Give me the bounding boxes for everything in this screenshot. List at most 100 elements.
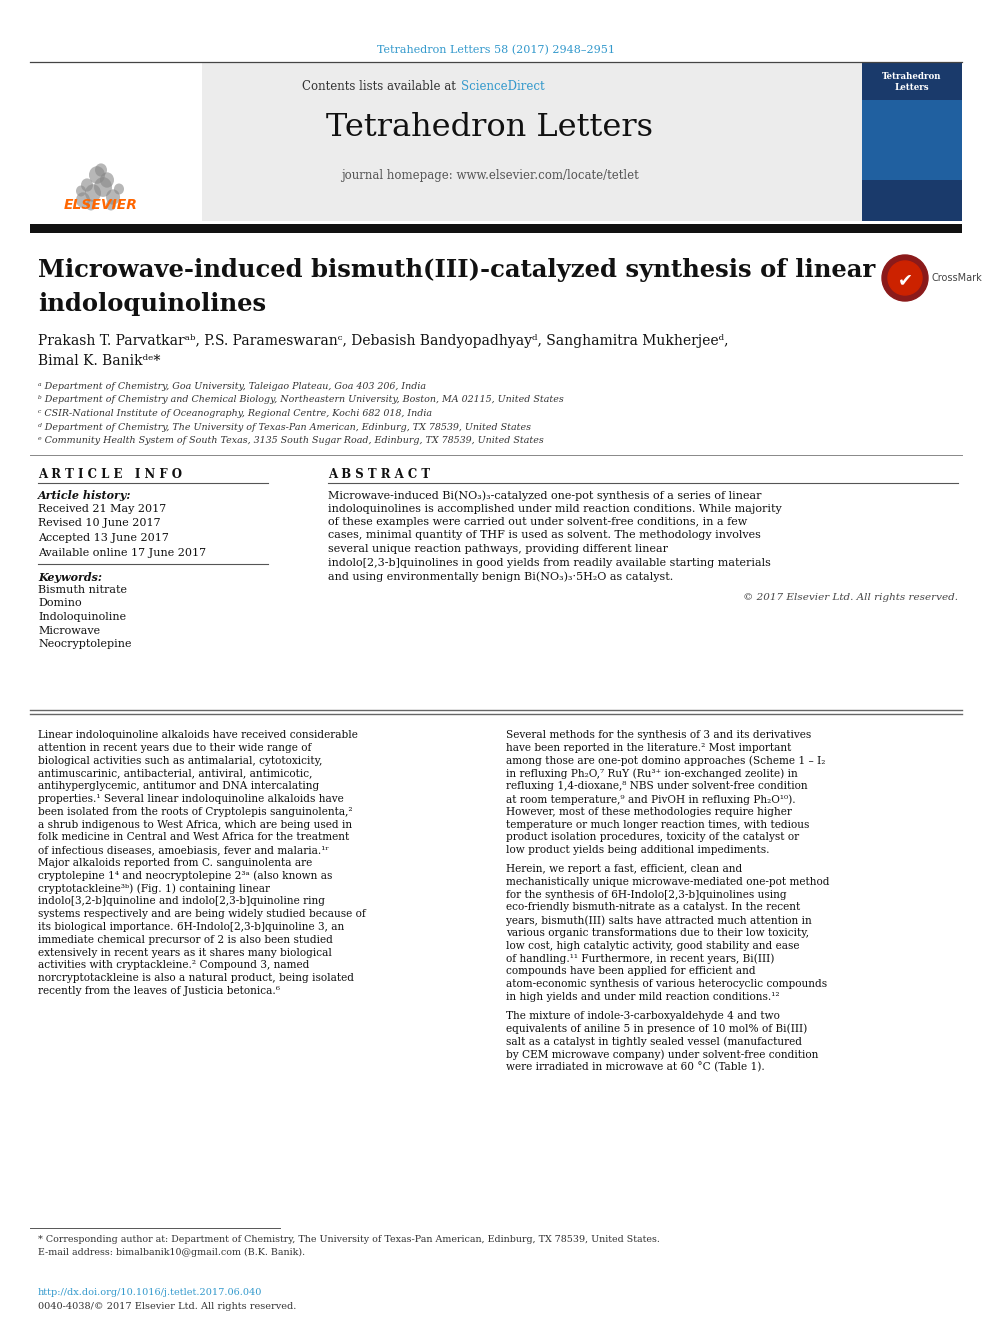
Text: systems respectively and are being widely studied because of: systems respectively and are being widel… <box>38 909 366 919</box>
Text: ✔: ✔ <box>898 271 913 288</box>
Text: its biological importance. 6H-Indolo[2,3-b]quinoline 3, an: its biological importance. 6H-Indolo[2,3… <box>38 922 344 931</box>
Text: recently from the leaves of Justicia betonica.⁶: recently from the leaves of Justicia bet… <box>38 986 280 996</box>
Text: and using environmentally benign Bi(NO₃)₃·5H₂O as catalyst.: and using environmentally benign Bi(NO₃)… <box>328 572 674 582</box>
Text: mechanistically unique microwave-mediated one-pot method: mechanistically unique microwave-mediate… <box>506 877 829 886</box>
Ellipse shape <box>100 172 114 188</box>
Text: Tetrahedron Letters: Tetrahedron Letters <box>326 112 654 143</box>
Text: Prakash T. Parvatkarᵃᵇ, P.S. Parameswaranᶜ, Debasish Bandyopadhyayᵈ, Sanghamitra: Prakash T. Parvatkarᵃᵇ, P.S. Parameswara… <box>38 333 728 348</box>
Text: years, bismuth(III) salts have attracted much attention in: years, bismuth(III) salts have attracted… <box>506 916 811 926</box>
Text: cases, minimal quantity of THF is used as solvent. The methodology involves: cases, minimal quantity of THF is used a… <box>328 531 761 541</box>
FancyBboxPatch shape <box>30 224 962 233</box>
Circle shape <box>882 255 928 302</box>
Text: been isolated from the roots of Cryptolepis sanguinolenta,²: been isolated from the roots of Cryptole… <box>38 807 352 816</box>
Text: of infectious diseases, amoebiasis, fever and malaria.¹ʳ: of infectious diseases, amoebiasis, feve… <box>38 845 329 855</box>
Ellipse shape <box>76 185 86 197</box>
Ellipse shape <box>114 184 124 194</box>
Text: Bismuth nitrate: Bismuth nitrate <box>38 585 127 595</box>
Text: * Corresponding author at: Department of Chemistry, The University of Texas-Pan : * Corresponding author at: Department of… <box>38 1234 660 1244</box>
Text: equivalents of aniline 5 in presence of 10 mol% of Bi(III): equivalents of aniline 5 in presence of … <box>506 1024 807 1035</box>
Text: ELSEVIER: ELSEVIER <box>64 198 138 212</box>
Ellipse shape <box>95 164 107 176</box>
Text: product isolation procedures, toxicity of the catalyst or: product isolation procedures, toxicity o… <box>506 832 800 843</box>
Text: properties.¹ Several linear indoloquinoline alkaloids have: properties.¹ Several linear indoloquinol… <box>38 794 344 804</box>
Text: Microwave-induced Bi(NO₃)₃-catalyzed one-pot synthesis of a series of linear: Microwave-induced Bi(NO₃)₃-catalyzed one… <box>328 490 762 500</box>
Text: Received 21 May 2017: Received 21 May 2017 <box>38 504 167 515</box>
Text: Microwave: Microwave <box>38 626 100 635</box>
Text: folk medicine in Central and West Africa for the treatment: folk medicine in Central and West Africa… <box>38 832 349 843</box>
Ellipse shape <box>86 200 96 210</box>
Text: However, most of these methodologies require higher: However, most of these methodologies req… <box>506 807 792 816</box>
Text: Keywords:: Keywords: <box>38 572 102 583</box>
Ellipse shape <box>85 184 101 202</box>
Ellipse shape <box>106 189 120 205</box>
Text: © 2017 Elsevier Ltd. All rights reserved.: © 2017 Elsevier Ltd. All rights reserved… <box>743 593 958 602</box>
Text: Accepted 13 June 2017: Accepted 13 June 2017 <box>38 533 169 542</box>
Text: Several methods for the synthesis of 3 and its derivatives: Several methods for the synthesis of 3 a… <box>506 730 811 740</box>
Text: activities with cryptackleine.² Compound 3, named: activities with cryptackleine.² Compound… <box>38 960 310 970</box>
Text: journal homepage: www.elsevier.com/locate/tetlet: journal homepage: www.elsevier.com/locat… <box>341 168 639 181</box>
FancyBboxPatch shape <box>862 101 962 180</box>
Text: cryptolepine 1⁴ and neocryptolepine 2³ᵃ (also known as: cryptolepine 1⁴ and neocryptolepine 2³ᵃ … <box>38 871 332 881</box>
Text: Tetrahedron: Tetrahedron <box>882 71 941 81</box>
Text: low product yields being additional impediments.: low product yields being additional impe… <box>506 845 770 855</box>
Text: indoloquinolines is accomplished under mild reaction conditions. While majority: indoloquinolines is accomplished under m… <box>328 504 782 513</box>
FancyBboxPatch shape <box>30 64 962 221</box>
Text: Available online 17 June 2017: Available online 17 June 2017 <box>38 548 206 557</box>
Text: Article history:: Article history: <box>38 490 132 501</box>
Text: compounds have been applied for efficient and: compounds have been applied for efficien… <box>506 966 756 976</box>
FancyBboxPatch shape <box>862 64 962 221</box>
Circle shape <box>888 261 922 295</box>
Text: in refluxing Ph₂O,⁷ RuY (Ru³⁺ ion-exchanged zeolite) in: in refluxing Ph₂O,⁷ RuY (Ru³⁺ ion-exchan… <box>506 769 798 779</box>
Text: Domino: Domino <box>38 598 81 609</box>
Text: immediate chemical precursor of 2 is also been studied: immediate chemical precursor of 2 is als… <box>38 935 333 945</box>
Text: http://dx.doi.org/10.1016/j.tetlet.2017.06.040: http://dx.doi.org/10.1016/j.tetlet.2017.… <box>38 1289 262 1297</box>
Text: ᶜ CSIR-National Institute of Oceanography, Regional Centre, Kochi 682 018, India: ᶜ CSIR-National Institute of Oceanograph… <box>38 409 432 418</box>
Text: ᵇ Department of Chemistry and Chemical Biology, Northeastern University, Boston,: ᵇ Department of Chemistry and Chemical B… <box>38 396 563 405</box>
Text: Neocryptolepine: Neocryptolepine <box>38 639 132 650</box>
Ellipse shape <box>81 179 93 192</box>
Text: temperature or much longer reaction times, with tedious: temperature or much longer reaction time… <box>506 820 809 830</box>
Text: low cost, high catalytic activity, good stability and ease: low cost, high catalytic activity, good … <box>506 941 800 951</box>
Text: A R T I C L E   I N F O: A R T I C L E I N F O <box>38 468 182 482</box>
Text: The mixture of indole-3-carboxyaldehyde 4 and two: The mixture of indole-3-carboxyaldehyde … <box>506 1011 780 1021</box>
Text: salt as a catalyst in tightly sealed vessel (manufactured: salt as a catalyst in tightly sealed ves… <box>506 1036 802 1046</box>
Text: Tetrahedron Letters 58 (2017) 2948–2951: Tetrahedron Letters 58 (2017) 2948–2951 <box>377 45 615 56</box>
Text: extensively in recent years as it shares many biological: extensively in recent years as it shares… <box>38 947 332 958</box>
Text: various organic transformations due to their low toxicity,: various organic transformations due to t… <box>506 927 809 938</box>
Text: in high yields and under mild reaction conditions.¹²: in high yields and under mild reaction c… <box>506 992 780 1002</box>
Text: A B S T R A C T: A B S T R A C T <box>328 468 431 482</box>
FancyBboxPatch shape <box>30 64 202 221</box>
Text: ᵉ Community Health System of South Texas, 3135 South Sugar Road, Edinburg, TX 78: ᵉ Community Health System of South Texas… <box>38 437 544 445</box>
Text: eco-friendly bismuth-nitrate as a catalyst. In the recent: eco-friendly bismuth-nitrate as a cataly… <box>506 902 801 913</box>
Text: ᵈ Department of Chemistry, The University of Texas-Pan American, Edinburg, TX 78: ᵈ Department of Chemistry, The Universit… <box>38 422 531 431</box>
Text: antimuscarinic, antibacterial, antiviral, antimicotic,: antimuscarinic, antibacterial, antiviral… <box>38 769 312 778</box>
Text: ᵃ Department of Chemistry, Goa University, Taleigao Plateau, Goa 403 206, India: ᵃ Department of Chemistry, Goa Universit… <box>38 382 426 392</box>
Ellipse shape <box>106 200 116 210</box>
Text: antihyperglycemic, antitumor and DNA intercalating: antihyperglycemic, antitumor and DNA int… <box>38 781 319 791</box>
Text: indoloquinolines: indoloquinolines <box>38 292 266 316</box>
Text: ScienceDirect: ScienceDirect <box>461 79 545 93</box>
Text: have been reported in the literature.² Most important: have been reported in the literature.² M… <box>506 742 792 753</box>
Text: norcryptotackleine is also a natural product, being isolated: norcryptotackleine is also a natural pro… <box>38 974 354 983</box>
Text: Indoloquinoline: Indoloquinoline <box>38 613 126 622</box>
Text: Bimal K. Banikᵈᵉ*: Bimal K. Banikᵈᵉ* <box>38 355 161 368</box>
Text: refluxing 1,4-dioxane,⁸ NBS under solvent-free condition: refluxing 1,4-dioxane,⁸ NBS under solven… <box>506 781 807 791</box>
Ellipse shape <box>94 177 112 197</box>
Text: Letters: Letters <box>895 83 930 93</box>
Text: were irradiated in microwave at 60 °C (Table 1).: were irradiated in microwave at 60 °C (T… <box>506 1062 765 1073</box>
Text: Major alkaloids reported from C. sanguinolenta are: Major alkaloids reported from C. sanguin… <box>38 859 312 868</box>
Text: by CEM microwave company) under solvent-free condition: by CEM microwave company) under solvent-… <box>506 1049 818 1060</box>
Text: several unique reaction pathways, providing different linear: several unique reaction pathways, provid… <box>328 544 668 554</box>
Text: Revised 10 June 2017: Revised 10 June 2017 <box>38 519 161 528</box>
Text: Contents lists available at: Contents lists available at <box>303 79 460 93</box>
Text: Microwave-induced bismuth(III)-catalyzed synthesis of linear: Microwave-induced bismuth(III)-catalyzed… <box>38 258 875 282</box>
Text: for the synthesis of 6H-Indolo[2,3-b]quinolines using: for the synthesis of 6H-Indolo[2,3-b]qui… <box>506 889 787 900</box>
Text: indolo[2,3-b]quinolines in good yields from readily available starting materials: indolo[2,3-b]quinolines in good yields f… <box>328 557 771 568</box>
Text: Herein, we report a fast, efficient, clean and: Herein, we report a fast, efficient, cle… <box>506 864 742 875</box>
Text: attention in recent years due to their wide range of: attention in recent years due to their w… <box>38 742 311 753</box>
Text: Linear indoloquinoline alkaloids have received considerable: Linear indoloquinoline alkaloids have re… <box>38 730 358 740</box>
Text: E-mail address: bimalbanik10@gmail.com (B.K. Banik).: E-mail address: bimalbanik10@gmail.com (… <box>38 1248 306 1257</box>
Text: among those are one-pot domino approaches (Scheme 1 – I₂: among those are one-pot domino approache… <box>506 755 825 766</box>
Text: of these examples were carried out under solvent-free conditions, in a few: of these examples were carried out under… <box>328 517 747 527</box>
Ellipse shape <box>76 192 90 208</box>
